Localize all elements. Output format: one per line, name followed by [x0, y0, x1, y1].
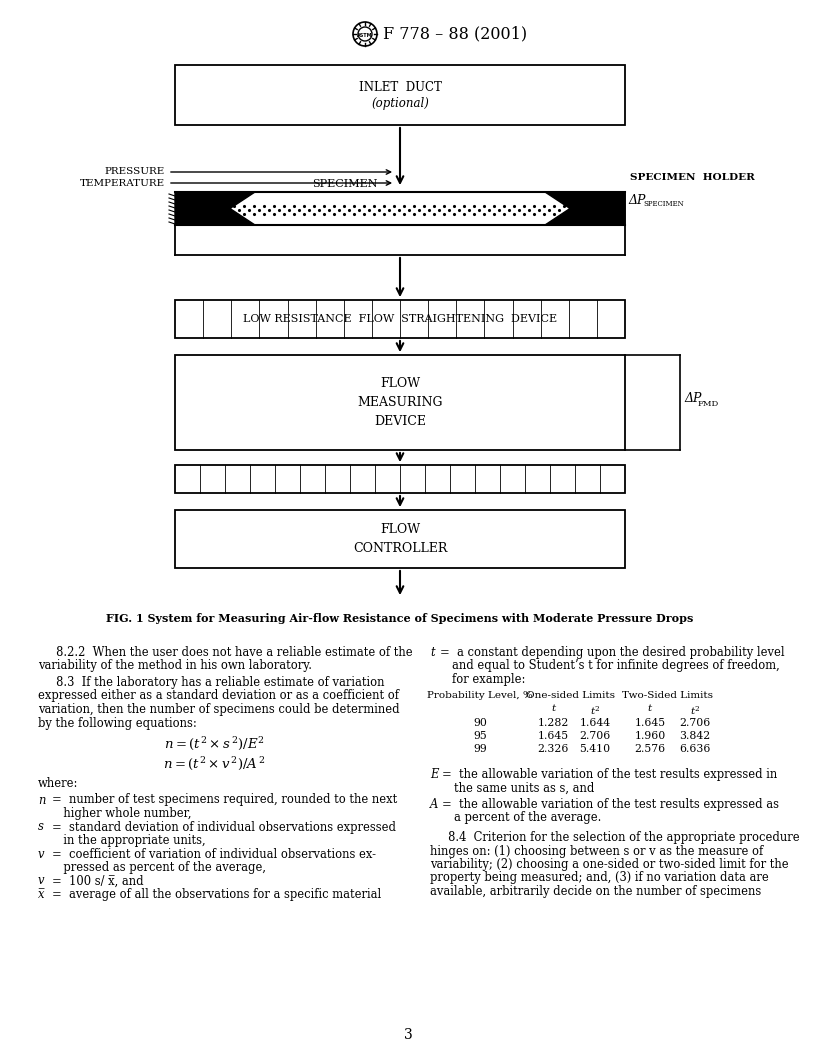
Text: t: t	[551, 704, 555, 713]
Text: 1.645: 1.645	[634, 717, 666, 728]
Text: hinges on: (1) choosing between s or v as the measure of: hinges on: (1) choosing between s or v a…	[430, 845, 763, 857]
Text: $n = (t^2 \times v^{\,2})/A^{\,2}$: $n = (t^2 \times v^{\,2})/A^{\,2}$	[162, 755, 265, 772]
Text: PRESSURE: PRESSURE	[104, 168, 165, 176]
Text: =  average of all the observations for a specific material: = average of all the observations for a …	[52, 888, 381, 901]
Text: =  the allowable variation of the test results expressed as: = the allowable variation of the test re…	[442, 798, 779, 811]
Text: v: v	[38, 848, 45, 861]
Text: INLET  DUCT: INLET DUCT	[358, 81, 441, 94]
Text: =  a constant depending upon the desired probability level: = a constant depending upon the desired …	[440, 646, 785, 659]
Text: 99: 99	[473, 744, 487, 754]
Text: 2.576: 2.576	[634, 744, 666, 754]
Text: $t^2$: $t^2$	[690, 704, 700, 717]
Text: property being measured; and, (3) if no variation data are: property being measured; and, (3) if no …	[430, 871, 769, 885]
Text: variation, then the number of specimens could be determined: variation, then the number of specimens …	[38, 703, 400, 716]
Text: t: t	[430, 646, 435, 659]
Text: where:: where:	[38, 777, 78, 790]
Bar	[175, 510, 625, 568]
Bar	[175, 65, 625, 125]
Text: One-sided Limits: One-sided Limits	[526, 691, 614, 699]
Text: ASTM: ASTM	[357, 33, 373, 38]
Text: 3: 3	[404, 1027, 412, 1042]
Text: FLOW
MEASURING
DEVICE: FLOW MEASURING DEVICE	[357, 377, 443, 428]
Text: higher whole number,: higher whole number,	[38, 807, 192, 821]
Text: (optional): (optional)	[371, 97, 429, 111]
Bar	[175, 355, 625, 450]
Bar	[175, 300, 625, 338]
Text: 95: 95	[473, 731, 487, 741]
Text: the same units as s, and: the same units as s, and	[454, 781, 594, 794]
Text: pressed as percent of the average,: pressed as percent of the average,	[38, 861, 266, 874]
Text: A: A	[430, 798, 438, 811]
Text: FLOW
CONTROLLER: FLOW CONTROLLER	[353, 523, 447, 555]
Text: 5.410: 5.410	[579, 744, 610, 754]
Text: FMD: FMD	[698, 400, 719, 409]
Text: FIG. 1 System for Measuring Air-flow Resistance of Specimens with Moderate Press: FIG. 1 System for Measuring Air-flow Res…	[106, 612, 694, 623]
Text: =  number of test specimens required, rounded to the next: = number of test specimens required, rou…	[52, 793, 397, 807]
Text: =  standard deviation of individual observations expressed: = standard deviation of individual obser…	[52, 821, 396, 833]
Text: t: t	[648, 704, 652, 713]
Text: TEMPERATURE: TEMPERATURE	[80, 178, 165, 188]
Text: expressed either as a standard deviation or as a coefficient of: expressed either as a standard deviation…	[38, 690, 399, 702]
Text: 8.2.2  When the user does not have a reliable estimate of the: 8.2.2 When the user does not have a reli…	[38, 646, 413, 659]
Text: 90: 90	[473, 717, 487, 728]
Text: =  the allowable variation of the test results expressed in: = the allowable variation of the test re…	[442, 768, 778, 781]
Text: a percent of the average.: a percent of the average.	[454, 811, 601, 825]
Polygon shape	[545, 192, 625, 225]
Text: 8.3  If the laboratory has a reliable estimate of variation: 8.3 If the laboratory has a reliable est…	[38, 676, 384, 689]
Text: ΔP: ΔP	[628, 194, 645, 207]
Text: SPECIMEN: SPECIMEN	[643, 200, 684, 208]
Text: $n = (t^2 \times s^{\,2})/E^2$: $n = (t^2 \times s^{\,2})/E^2$	[163, 735, 264, 752]
Text: ΔP: ΔP	[684, 392, 702, 406]
Text: 8.4  Criterion for the selection of the appropriate procedure: 8.4 Criterion for the selection of the a…	[430, 831, 800, 844]
Text: n: n	[38, 793, 46, 807]
Text: available, arbitrarily decide on the number of specimens: available, arbitrarily decide on the num…	[430, 885, 761, 898]
Text: and equal to Student’s t for infinite degrees of freedom,: and equal to Student’s t for infinite de…	[452, 660, 780, 673]
Text: 1.645: 1.645	[538, 731, 569, 741]
Text: 6.636: 6.636	[679, 744, 711, 754]
Text: for example:: for example:	[452, 673, 526, 686]
Text: SPECIMEN: SPECIMEN	[313, 180, 378, 189]
Text: $t^2$: $t^2$	[590, 704, 601, 717]
Text: =  coefficient of variation of individual observations ex-: = coefficient of variation of individual…	[52, 848, 376, 861]
Text: 1.644: 1.644	[579, 717, 610, 728]
Polygon shape	[175, 192, 255, 225]
Text: LOW RESISTANCE  FLOW  STRAIGHTENING  DEVICE: LOW RESISTANCE FLOW STRAIGHTENING DEVICE	[243, 314, 557, 324]
Text: in the appropriate units,: in the appropriate units,	[38, 834, 206, 847]
Text: x̅: x̅	[38, 888, 45, 901]
Text: variability of the method in his own laboratory.: variability of the method in his own lab…	[38, 660, 312, 673]
Text: 1.960: 1.960	[634, 731, 666, 741]
Text: SPECIMEN  HOLDER: SPECIMEN HOLDER	[630, 173, 755, 183]
Text: E: E	[430, 768, 438, 781]
Text: 3.842: 3.842	[680, 731, 711, 741]
Text: 2.706: 2.706	[680, 717, 711, 728]
Text: s: s	[38, 821, 44, 833]
Text: 2.326: 2.326	[537, 744, 569, 754]
Bar	[175, 465, 625, 493]
Text: variability; (2) choosing a one-sided or two-sided limit for the: variability; (2) choosing a one-sided or…	[430, 857, 788, 871]
Text: Two-Sided Limits: Two-Sided Limits	[622, 691, 712, 699]
Text: =  100 s/ x̅, and: = 100 s/ x̅, and	[52, 874, 144, 887]
Text: v: v	[38, 874, 45, 887]
Text: F 778 – 88 (2001): F 778 – 88 (2001)	[383, 25, 527, 42]
Text: Probability Level, %: Probability Level, %	[427, 691, 533, 699]
Text: 2.706: 2.706	[579, 731, 610, 741]
Text: by the following equations:: by the following equations:	[38, 717, 197, 730]
Text: 1.282: 1.282	[537, 717, 569, 728]
